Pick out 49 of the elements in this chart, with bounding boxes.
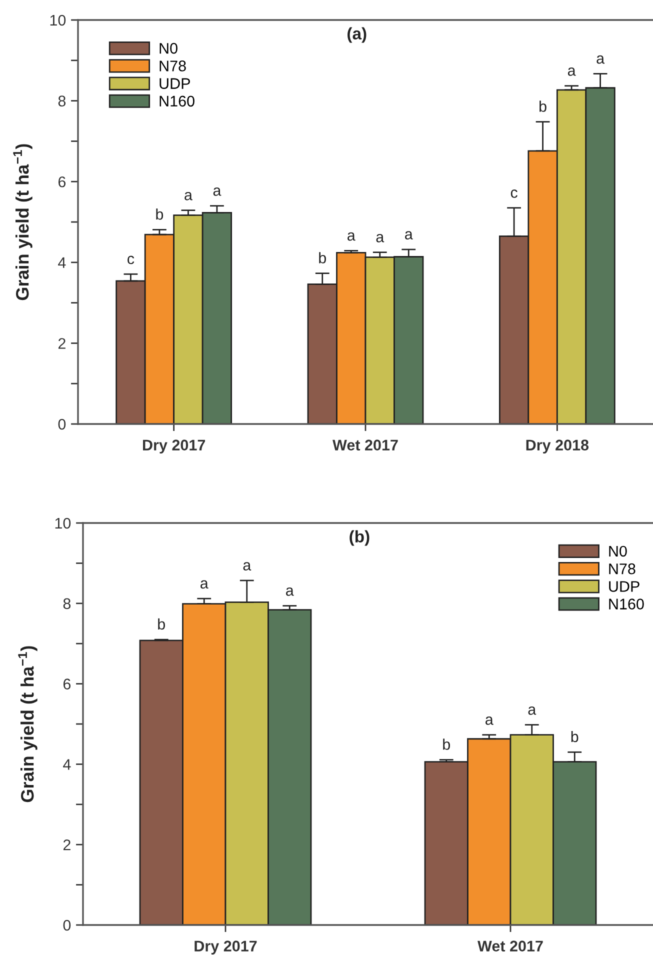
legend-label: N160 xyxy=(160,96,194,107)
data-label: a xyxy=(376,234,384,242)
y-tick-label: 4 xyxy=(58,257,66,268)
data-label: a xyxy=(528,706,536,715)
x-tick-label: Dry 2017 xyxy=(143,440,206,454)
y-tick-label: 8 xyxy=(63,598,71,610)
data-label: a xyxy=(596,55,605,64)
y-tick-label: 2 xyxy=(58,338,66,349)
data-label: a xyxy=(486,716,494,725)
data-label: b xyxy=(540,100,546,112)
data-label: a xyxy=(213,188,222,196)
data-label: c xyxy=(128,256,134,264)
legend-label: N160 xyxy=(609,598,644,610)
data-label: b xyxy=(571,730,578,742)
y-tick-label: 6 xyxy=(58,176,66,188)
data-label: b xyxy=(319,252,326,264)
data-label: a xyxy=(243,562,252,571)
data-label: a xyxy=(184,192,192,200)
x-tick-label: Wet 2017 xyxy=(478,940,543,952)
y-tick-label: 6 xyxy=(63,678,71,690)
data-label: a xyxy=(568,68,576,76)
legend-label: N78 xyxy=(160,60,186,72)
legend-label: N0 xyxy=(609,546,627,557)
chart-title: (b) xyxy=(350,530,370,546)
y-tick-label: 10 xyxy=(50,14,66,26)
y-tick-label: 4 xyxy=(63,759,71,770)
legend-label: UDP xyxy=(609,581,640,592)
y-tick-label: 8 xyxy=(58,96,66,106)
y-axis-title: Grain yield (t ha$^{−1}$) xyxy=(13,144,32,300)
y-axis-title: Grain yield (t ha$^{−1}$) xyxy=(18,646,38,802)
data-label: a xyxy=(348,232,356,241)
y-tick-label: 2 xyxy=(63,839,70,850)
y-tick-label: 0 xyxy=(63,920,71,931)
data-label: b xyxy=(443,738,450,750)
x-tick-label: Dry 2017 xyxy=(194,940,257,955)
y-tick-label: 0 xyxy=(58,418,66,430)
legend-label: UDP xyxy=(160,78,190,89)
data-label: a xyxy=(405,231,413,240)
data-label: a xyxy=(286,587,294,596)
x-tick-label: Dry 2018 xyxy=(526,440,589,454)
x-tick-label: Wet 2017 xyxy=(332,440,398,450)
legend-label: N0 xyxy=(160,42,178,54)
data-label: b xyxy=(156,208,164,220)
data-label: b xyxy=(158,618,165,630)
data-label: c xyxy=(510,190,518,198)
chart-title: (a) xyxy=(348,27,366,43)
y-tick-label: 10 xyxy=(55,518,71,529)
legend-label: N78 xyxy=(609,563,636,574)
data-label: a xyxy=(200,580,208,589)
